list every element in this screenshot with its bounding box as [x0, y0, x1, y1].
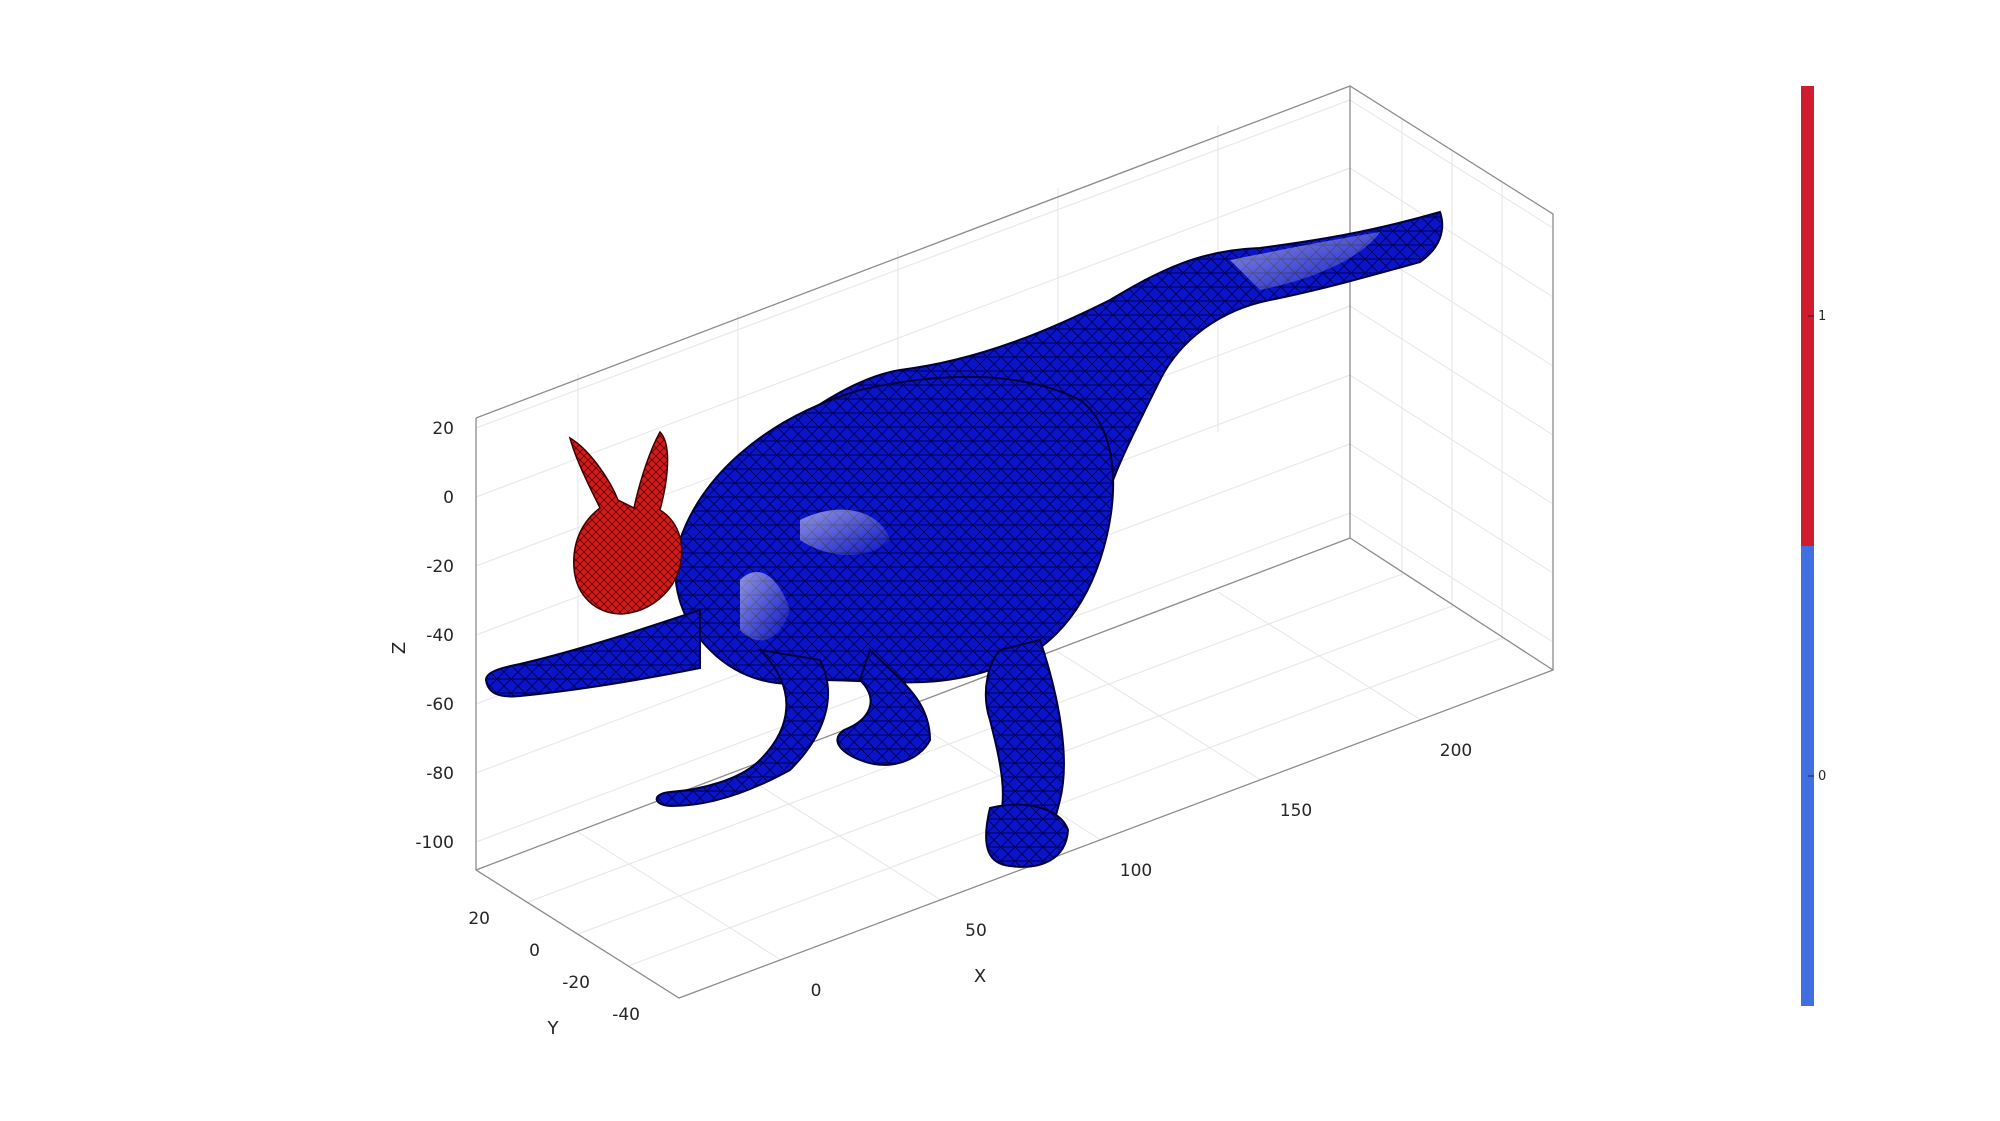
- x-axis: 0 50 100 150 200 X: [811, 741, 1473, 1001]
- x-tick-label: 0: [811, 981, 822, 1001]
- y-tick-label: 0: [529, 941, 540, 961]
- z-tick-label: -80: [426, 764, 454, 784]
- y-tick-label: -40: [612, 1005, 640, 1025]
- x-tick-label: 50: [965, 921, 987, 941]
- x-tick-label: 100: [1120, 861, 1152, 881]
- z-tick-label: -20: [426, 557, 454, 577]
- axes-3d: [475, 85, 1554, 999]
- colorbar-segment-1: [1801, 86, 1814, 546]
- y-axis-label: Y: [547, 1018, 560, 1039]
- colorbar-segment-0: [1801, 546, 1814, 1006]
- z-tick-label: -40: [426, 626, 454, 646]
- y-tick-label: -20: [562, 973, 590, 993]
- colorbar-tick-label: 1: [1818, 309, 1826, 324]
- y-axis: 20 0 -20 -40 Y: [468, 909, 640, 1039]
- x-tick-label: 150: [1280, 801, 1312, 821]
- x-tick-label: 200: [1440, 741, 1472, 761]
- mesh-objects: [484, 210, 1444, 868]
- y-tick-label: 20: [468, 909, 490, 929]
- x-axis-label: X: [974, 966, 986, 987]
- z-axis: 20 0 -20 -40 -60 -80 -100 Z: [389, 419, 454, 853]
- colorbar-tick-label: 0: [1818, 769, 1826, 784]
- colorbar: 1 0: [1801, 86, 1826, 1006]
- z-tick-label: -60: [426, 695, 454, 715]
- rabbit-head-mesh: [568, 430, 683, 615]
- z-axis-label: Z: [389, 642, 410, 654]
- z-tick-label: 0: [443, 488, 454, 508]
- dinosaur-mesh: [484, 210, 1444, 868]
- z-tick-label: 20: [432, 419, 454, 439]
- z-tick-label: -100: [415, 833, 454, 853]
